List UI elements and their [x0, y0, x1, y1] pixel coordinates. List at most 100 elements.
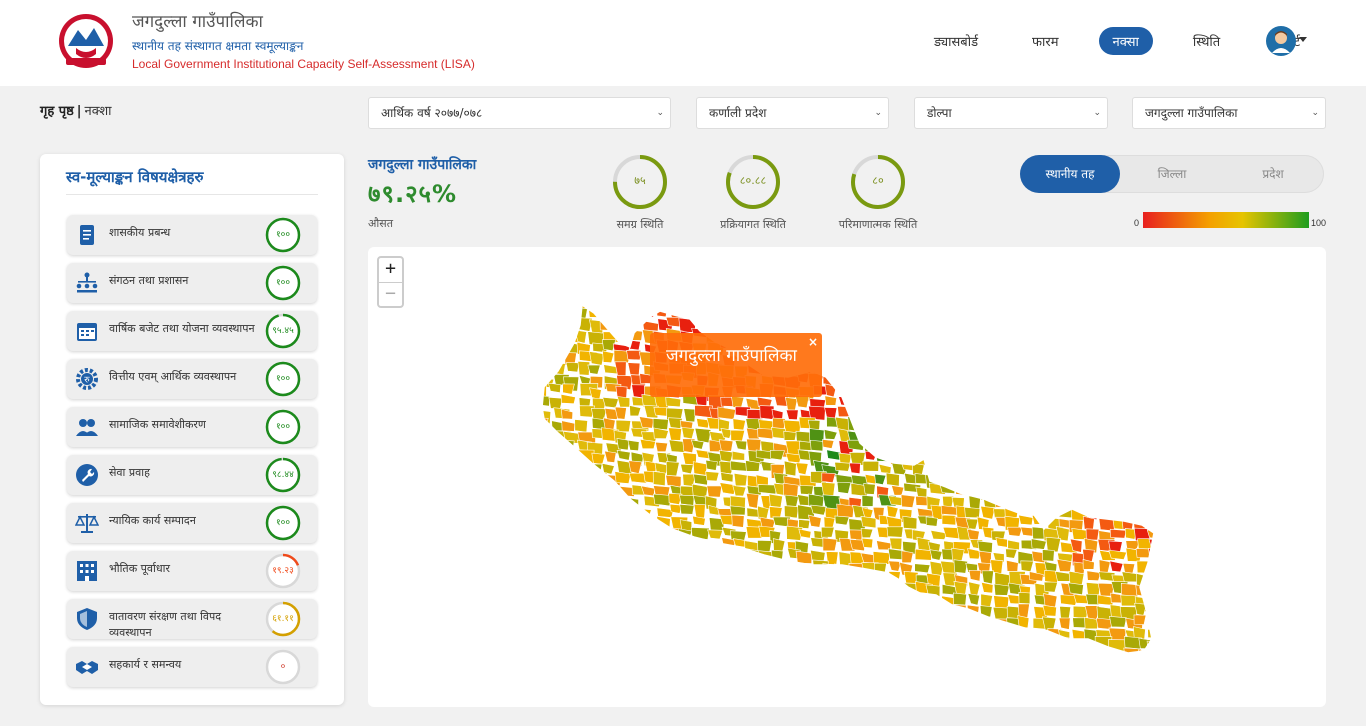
assessment-area-item[interactable]: शासकीय प्रबन्ध १००	[67, 215, 317, 255]
map-region[interactable]	[616, 584, 632, 596]
map-region[interactable]	[847, 372, 866, 383]
map-region[interactable]	[774, 639, 790, 652]
map-region[interactable]	[917, 430, 936, 445]
map-region[interactable]	[679, 503, 695, 515]
map-region[interactable]	[930, 385, 947, 398]
map-region[interactable]	[890, 647, 904, 658]
map-region[interactable]	[1070, 365, 1084, 375]
map-region[interactable]	[812, 305, 827, 319]
map-region[interactable]	[900, 629, 917, 641]
map-region[interactable]	[872, 309, 885, 323]
map-region[interactable]	[995, 417, 1012, 428]
map-region[interactable]	[825, 339, 843, 354]
map-region[interactable]	[1030, 349, 1048, 361]
map-region[interactable]	[693, 582, 711, 594]
map-region[interactable]	[541, 617, 555, 629]
fiscal-year-select[interactable]: आर्थिक वर्ष २०७७/०७८ ⌄	[368, 97, 671, 129]
map-region[interactable]	[1018, 427, 1032, 438]
map-region[interactable]	[885, 472, 900, 487]
map-region[interactable]	[628, 472, 648, 484]
map-region[interactable]	[812, 638, 827, 653]
map-region[interactable]	[729, 625, 748, 640]
map-region[interactable]	[1070, 353, 1087, 368]
map-region[interactable]	[731, 514, 745, 528]
map-region[interactable]	[1043, 581, 1058, 593]
map-region[interactable]	[679, 494, 695, 506]
map-region[interactable]	[1081, 429, 1096, 441]
map-region[interactable]	[886, 364, 899, 376]
map-region[interactable]	[901, 309, 918, 321]
map-region[interactable]	[691, 295, 707, 310]
map-region[interactable]	[605, 495, 619, 510]
map-region[interactable]	[989, 452, 1008, 468]
map-region[interactable]	[708, 559, 723, 572]
map-region[interactable]	[1085, 528, 1100, 541]
map-region[interactable]	[783, 460, 797, 477]
map-region[interactable]	[771, 316, 789, 329]
map-region[interactable]	[653, 427, 669, 439]
map-region[interactable]	[836, 603, 852, 614]
map-region[interactable]	[563, 626, 579, 640]
map-region[interactable]	[928, 395, 947, 411]
map-region[interactable]	[652, 470, 666, 487]
map-region[interactable]	[602, 606, 617, 622]
map-region[interactable]	[826, 449, 841, 461]
map-region[interactable]	[899, 353, 918, 366]
map-region[interactable]	[759, 626, 773, 642]
assessment-area-item[interactable]: संगठन तथा प्रशासन १००	[67, 263, 317, 303]
map-region[interactable]	[976, 429, 991, 444]
map-region[interactable]	[1071, 640, 1088, 653]
map-region[interactable]	[969, 427, 983, 438]
map-region[interactable]	[820, 350, 838, 365]
map-region[interactable]	[900, 494, 916, 508]
map-region[interactable]	[538, 474, 551, 491]
map-region[interactable]	[1086, 570, 1102, 581]
map-region[interactable]	[849, 605, 864, 616]
map-region[interactable]	[838, 573, 853, 586]
map-region[interactable]	[847, 321, 865, 332]
map-region[interactable]	[940, 505, 959, 516]
map-region[interactable]	[745, 460, 761, 472]
map-region[interactable]	[561, 420, 576, 432]
map-region[interactable]	[587, 605, 603, 621]
map-region[interactable]	[745, 492, 760, 509]
map-region[interactable]	[992, 472, 1006, 484]
map-region[interactable]	[731, 595, 750, 611]
map-region[interactable]	[953, 384, 969, 399]
map-region[interactable]	[626, 349, 642, 361]
map-region[interactable]	[564, 297, 578, 308]
map-region[interactable]	[954, 453, 969, 466]
map-region[interactable]	[795, 550, 813, 564]
map-region[interactable]	[929, 549, 943, 561]
map-region[interactable]	[717, 309, 731, 321]
map-region[interactable]	[1124, 297, 1140, 312]
map-region[interactable]	[877, 638, 893, 651]
map-region[interactable]	[964, 507, 981, 519]
map-region[interactable]	[1003, 350, 1018, 367]
map-region[interactable]	[890, 405, 909, 421]
map-region[interactable]	[849, 539, 865, 552]
map-region[interactable]	[1046, 428, 1065, 440]
map-region[interactable]	[562, 383, 575, 395]
map-region[interactable]	[873, 591, 889, 603]
map-region[interactable]	[1034, 471, 1052, 482]
map-region[interactable]	[566, 539, 581, 553]
map-region[interactable]	[1042, 604, 1057, 617]
map-region[interactable]	[784, 603, 799, 614]
map-region[interactable]	[888, 373, 904, 385]
map-region[interactable]	[639, 573, 654, 585]
map-region[interactable]	[690, 439, 705, 450]
map-region[interactable]	[1046, 639, 1062, 650]
map-region[interactable]	[761, 602, 774, 618]
map-region[interactable]	[613, 507, 627, 520]
map-region[interactable]	[965, 394, 980, 406]
map-region[interactable]	[911, 406, 928, 417]
map-region[interactable]	[643, 615, 658, 628]
map-region[interactable]	[1120, 385, 1133, 399]
map-region[interactable]	[929, 625, 945, 641]
map-region[interactable]	[653, 526, 667, 539]
map-region[interactable]	[733, 552, 750, 564]
map-region[interactable]	[732, 418, 746, 431]
map-region[interactable]	[1095, 485, 1112, 498]
map-region[interactable]	[720, 571, 735, 586]
